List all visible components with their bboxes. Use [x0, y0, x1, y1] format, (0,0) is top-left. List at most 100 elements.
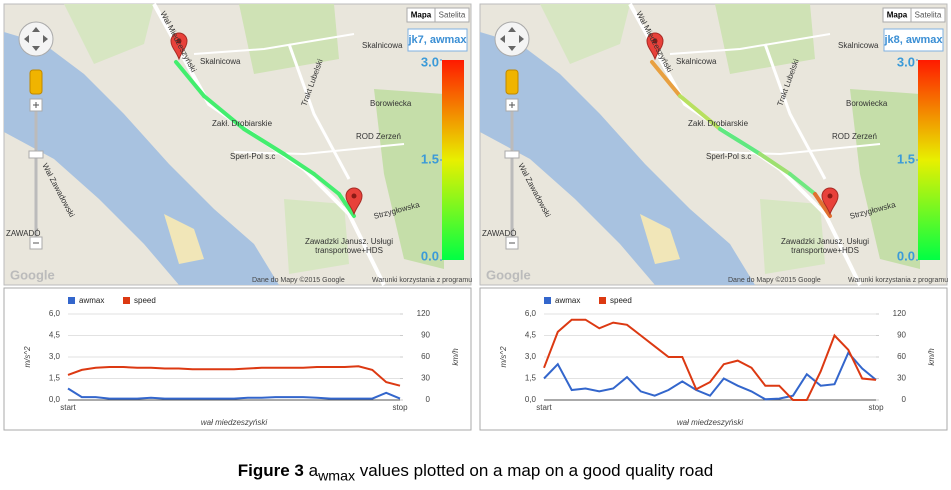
- place-label: ROD Zerzeń: [832, 132, 877, 141]
- road: [193, 33, 355, 55]
- route-segment: [174, 60, 206, 98]
- x-tick-label: start: [536, 403, 552, 412]
- caption: Figure 3 awmax values plotted on a map o…: [0, 461, 951, 484]
- sand: [164, 214, 204, 264]
- series-line: [67, 387, 401, 400]
- colorbar: [442, 60, 464, 260]
- place-label: Zakł. Drobiarskie: [688, 119, 749, 128]
- caption-label: Figure 3: [237, 461, 304, 480]
- y-tick-label: 6,0: [525, 309, 537, 318]
- map-pin: [821, 187, 839, 216]
- chart: 0,0 1,5 3,0 4,5 6,0 0 30 60 90 120 start stop wał mi…: [3, 287, 472, 431]
- map-logo: Google: [486, 267, 531, 282]
- place-label: ZAWADÓ: [482, 229, 517, 238]
- colorbar-label: 0.0: [897, 248, 915, 263]
- attribution-link[interactable]: Warunki korzystania z programu: [848, 277, 948, 284]
- map: Mapa Satelita jk7, awmax 3.0 1.5 0.0 Skalnicow…: [3, 3, 472, 286]
- y-tick-label: 0,0: [525, 395, 537, 404]
- pan-arrows: [24, 27, 48, 51]
- place-label: Borowiecka: [846, 99, 888, 108]
- road: [233, 143, 405, 156]
- y2-tick-label: 30: [897, 374, 906, 383]
- y-axis-title: m/s^2: [23, 346, 32, 368]
- pan-control[interactable]: [494, 21, 530, 57]
- route-segment: [718, 127, 762, 156]
- map-type-button[interactable]: [910, 7, 946, 23]
- y2-tick-label: 90: [421, 331, 430, 340]
- y-tick-label: 3,0: [525, 352, 537, 361]
- pan-control[interactable]: [18, 21, 54, 57]
- caption-subscript: wmax: [318, 468, 356, 485]
- attribution: Dane do Mapy ©2015 Google: [252, 276, 345, 284]
- caption-text: a: [308, 461, 319, 480]
- place-label: transportowe+HDS: [315, 246, 383, 255]
- river: [480, 32, 755, 285]
- y2-tick-label: 120: [893, 309, 907, 318]
- map-title-box: [407, 28, 468, 52]
- caption-text: values plotted on a map on a good qualit…: [355, 461, 714, 480]
- legend-swatch: [599, 297, 606, 304]
- series-line: [67, 365, 401, 387]
- y-axis-title: m/s^2: [499, 346, 508, 368]
- pan-arrows: [500, 27, 524, 51]
- place-label: Zakł. Drobiarskie: [212, 119, 273, 128]
- legend-label: speed: [134, 296, 156, 305]
- attribution-link[interactable]: Warunki korzystania z programu: [372, 277, 472, 284]
- legend-swatch: [68, 297, 75, 304]
- place-label: Skalnicowa: [838, 41, 879, 50]
- colorbar-label: 1.5: [897, 151, 915, 166]
- river: [4, 32, 279, 285]
- y2-axis-title: km/h: [451, 348, 460, 366]
- park: [284, 199, 349, 274]
- legend-label: speed: [610, 296, 632, 305]
- route-segment: [337, 192, 356, 218]
- y-tick-label: 0,0: [49, 395, 61, 404]
- road: [763, 43, 827, 180]
- map-title: jk7, awmax: [407, 34, 467, 46]
- map-title: jk8, awmax: [883, 34, 943, 46]
- map-type-label: Satelita: [439, 11, 466, 20]
- x-axis-title: wał miedzeszyński: [201, 418, 267, 427]
- place-label: Skalnicowa: [362, 41, 403, 50]
- y2-tick-label: 0: [902, 395, 907, 404]
- route-segment: [202, 94, 246, 131]
- colorbar-label: 0.0: [421, 248, 439, 263]
- park: [239, 4, 339, 74]
- colorbar-label: 3.0: [421, 54, 439, 69]
- map: Mapa Satelita jk8, awmax 3.0 1.5 0.0 Skalnicow…: [479, 3, 948, 286]
- park: [64, 4, 154, 64]
- route-segment: [282, 152, 316, 176]
- y2-tick-label: 60: [897, 352, 906, 361]
- map-pin: [345, 187, 363, 216]
- route-segment: [788, 172, 817, 196]
- road: [709, 143, 881, 156]
- map-type-button[interactable]: [434, 7, 470, 23]
- pegman[interactable]: [29, 69, 43, 95]
- legend-label: awmax: [79, 296, 104, 305]
- map-type-label: Mapa: [887, 11, 908, 20]
- y-tick-label: 1,5: [49, 374, 61, 383]
- figure: Mapa Satelita jk7, awmax 3.0 1.5 0.0 Skalnicow…: [3, 3, 948, 431]
- park: [850, 89, 920, 269]
- colorbar-label: 3.0: [897, 54, 915, 69]
- legend-swatch: [544, 297, 551, 304]
- y2-tick-label: 30: [421, 374, 430, 383]
- x-tick-label: start: [60, 403, 76, 412]
- map-pin: [170, 32, 188, 61]
- place-label: Skalnicowa: [676, 57, 717, 66]
- pegman[interactable]: [505, 69, 519, 95]
- park: [540, 4, 630, 64]
- y2-tick-label: 60: [421, 352, 430, 361]
- x-tick-label: stop: [868, 403, 884, 412]
- zoom-handle[interactable]: [504, 150, 520, 159]
- place-label: transportowe+HDS: [791, 246, 859, 255]
- attribution: Dane do Mapy ©2015 Google: [728, 276, 821, 284]
- zoom-handle[interactable]: [28, 150, 44, 159]
- park: [760, 199, 825, 274]
- place-label: ROD Zerzeń: [356, 132, 401, 141]
- road: [669, 33, 831, 55]
- series-line: [543, 318, 877, 401]
- place-label: Sperl-Pol s.c: [706, 152, 751, 161]
- place-label: Zawadzki Janusz. Usługi: [781, 237, 869, 246]
- y2-tick-label: 120: [417, 309, 431, 318]
